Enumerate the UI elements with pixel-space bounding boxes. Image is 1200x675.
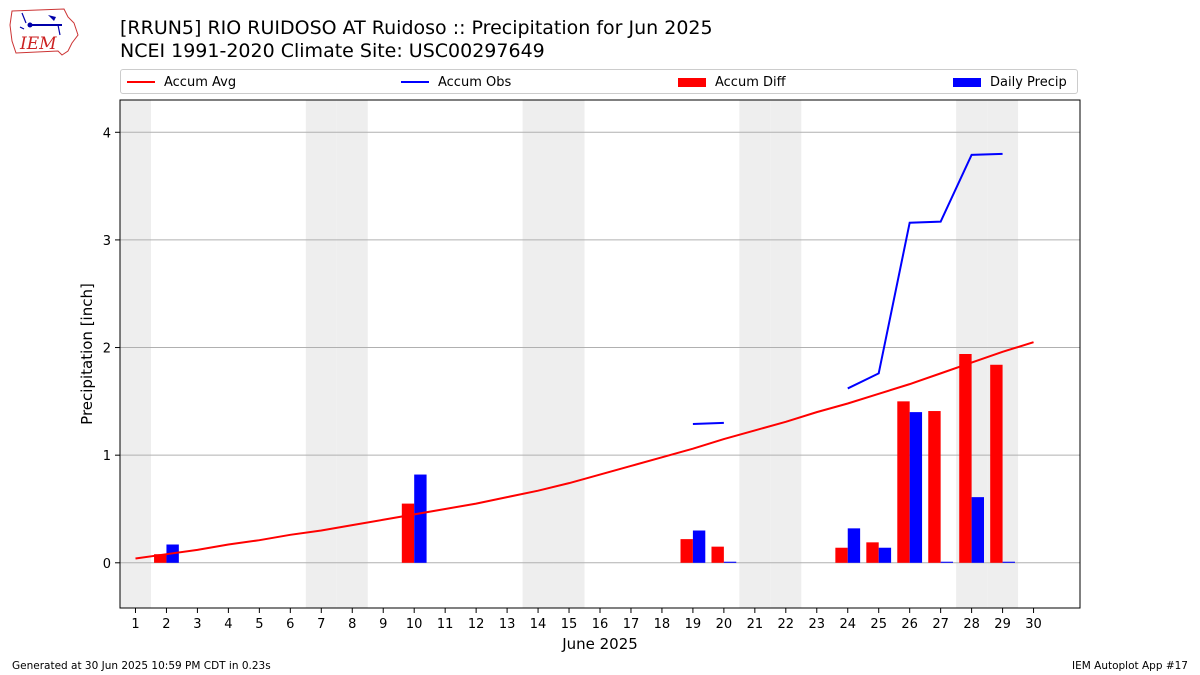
ytick-label-4: 4 [103, 126, 111, 141]
weekend-band-14 [522, 100, 554, 608]
ytick-label-3: 3 [103, 234, 111, 249]
xtick-label-18: 18 [654, 617, 671, 632]
xtick-label-6: 6 [286, 617, 294, 632]
weekend-band-22 [770, 100, 802, 608]
weekend-band-1 [120, 100, 151, 608]
xtick-label-23: 23 [809, 617, 826, 632]
bar-daily-precip-day-27 [940, 561, 954, 563]
legend-swatch-accum-diff [678, 77, 706, 87]
chart-title: [RRUN5] RIO RUIDOSO AT Ruidoso :: Precip… [120, 17, 713, 39]
bar-daily-precip-day-25 [878, 547, 892, 563]
weekend-band-7 [305, 100, 337, 608]
xtick-label-4: 4 [224, 617, 232, 632]
xtick-label-12: 12 [468, 617, 485, 632]
footer-app: IEM Autoplot App #17 [1072, 660, 1188, 672]
line-accum-obs-segment-0 [692, 421, 724, 425]
bar-daily-precip-day-24 [847, 528, 861, 563]
logo-text: IEM [19, 34, 57, 54]
line-accum-obs-segment-1 [847, 152, 1003, 390]
bar-daily-precip-day-20 [723, 561, 737, 563]
xtick-label-28: 28 [963, 617, 980, 632]
legend-label-daily-precip: Daily Precip [990, 74, 1067, 90]
bar-accum-diff-day-2 [154, 554, 167, 563]
legend-swatch-daily-precip [953, 77, 981, 87]
xtick-label-20: 20 [716, 617, 733, 632]
xtick-label-3: 3 [193, 617, 201, 632]
legend-label-accum-diff: Accum Diff [715, 74, 786, 90]
legend-item-daily-precip: Daily Precip [953, 73, 1067, 91]
legend-swatch-accum-obs [401, 81, 429, 83]
xtick-label-19: 19 [685, 617, 702, 632]
legend: Accum Avg Accum Obs Accum Diff Daily Pre… [120, 69, 1078, 94]
weekend-band-21 [739, 100, 771, 608]
xtick-label-29: 29 [994, 617, 1011, 632]
bar-accum-diff-day-25 [866, 542, 879, 563]
bar-accum-diff-day-27 [928, 411, 941, 563]
xtick-label-17: 17 [623, 617, 640, 632]
bar-accum-diff-day-26 [897, 401, 910, 563]
xtick-label-26: 26 [901, 617, 918, 632]
xtick-label-5: 5 [255, 617, 263, 632]
weekend-band-15 [553, 100, 585, 608]
xtick-label-27: 27 [932, 617, 949, 632]
bar-daily-precip-day-19 [692, 530, 706, 563]
xtick-label-16: 16 [592, 617, 609, 632]
chart-subtitle: NCEI 1991-2020 Climate Site: USC00297649 [120, 40, 545, 62]
legend-label-accum-obs: Accum Obs [438, 74, 512, 90]
bar-accum-diff-day-28 [959, 354, 972, 563]
xtick-label-10: 10 [406, 617, 423, 632]
bar-accum-diff-day-24 [835, 547, 848, 563]
ytick-label-0: 0 [103, 557, 111, 572]
ytick-label-2: 2 [103, 342, 111, 357]
bar-accum-diff-day-10 [401, 503, 415, 563]
xtick-label-22: 22 [778, 617, 795, 632]
bar-accum-diff-day-20 [711, 546, 724, 563]
line-accum-avg [135, 341, 1034, 560]
legend-swatch-accum-avg [127, 81, 155, 83]
weekend-band-8 [336, 100, 368, 608]
xtick-label-9: 9 [379, 617, 387, 632]
xtick-label-24: 24 [839, 617, 856, 632]
y-axis-label: Precipitation [inch] [78, 283, 96, 425]
xtick-label-2: 2 [162, 617, 170, 632]
bar-accum-diff-day-29 [990, 364, 1003, 563]
xtick-label-21: 21 [747, 617, 764, 632]
xtick-label-8: 8 [348, 617, 356, 632]
legend-label-accum-avg: Accum Avg [164, 74, 237, 90]
bar-daily-precip-day-29 [1002, 561, 1015, 563]
bar-accum-diff-day-19 [680, 539, 693, 563]
legend-item-accum-avg: Accum Avg [127, 73, 236, 91]
xtick-label-25: 25 [870, 617, 887, 632]
x-axis-label: June 2025 [561, 635, 638, 653]
xtick-label-15: 15 [561, 617, 578, 632]
bar-daily-precip-day-26 [909, 412, 923, 563]
iem-logo: IEM [9, 8, 79, 56]
legend-item-accum-obs: Accum Obs [401, 73, 511, 91]
xtick-label-7: 7 [317, 617, 325, 632]
xtick-label-1: 1 [131, 617, 139, 632]
legend-item-accum-diff: Accum Diff [678, 73, 786, 91]
xtick-label-13: 13 [499, 617, 516, 632]
bar-daily-precip-day-28 [971, 497, 984, 563]
xtick-label-11: 11 [437, 617, 454, 632]
bar-daily-precip-day-10 [414, 474, 427, 563]
xtick-label-14: 14 [530, 617, 547, 632]
footer-generated: Generated at 30 Jun 2025 10:59 PM CDT in… [12, 660, 271, 672]
xtick-label-30: 30 [1025, 617, 1042, 632]
ytick-label-1: 1 [103, 449, 111, 464]
